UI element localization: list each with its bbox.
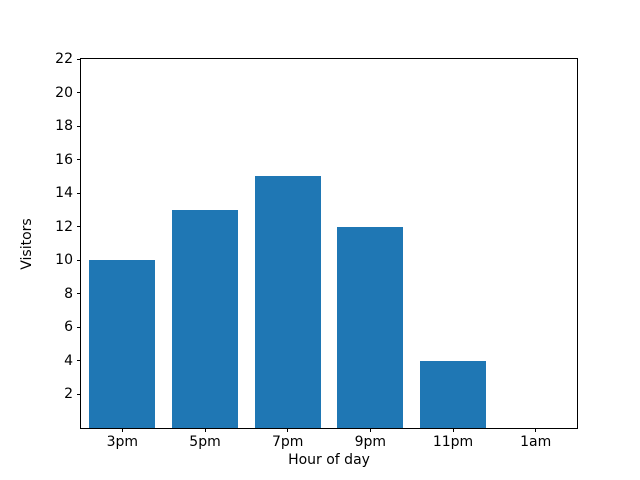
y-tick-label: 18 bbox=[55, 118, 73, 135]
y-tick-mark bbox=[77, 125, 81, 127]
x-tick-mark bbox=[452, 428, 454, 432]
y-tick-label: 20 bbox=[55, 84, 73, 101]
x-axis-label: Hour of day bbox=[288, 452, 370, 468]
x-tick-label: 9pm bbox=[354, 434, 387, 450]
bar-7pm bbox=[254, 176, 321, 428]
y-tick-mark bbox=[77, 159, 81, 161]
y-tick-mark bbox=[77, 326, 81, 328]
y-tick-mark bbox=[77, 393, 81, 395]
bar-11pm bbox=[419, 360, 487, 428]
x-tick-label: 11pm bbox=[432, 434, 474, 450]
x-tick-label: 7pm bbox=[271, 434, 304, 450]
x-tick-label: 5pm bbox=[189, 434, 221, 450]
x-tick-mark bbox=[204, 428, 206, 432]
bar-9pm bbox=[337, 226, 404, 428]
y-tick-label: 16 bbox=[55, 151, 73, 168]
y-tick-mark bbox=[77, 92, 81, 94]
y-tick-mark bbox=[77, 58, 81, 60]
bar-3pm bbox=[89, 260, 156, 428]
y-tick-label: 22 bbox=[55, 51, 73, 67]
y-tick-label: 6 bbox=[64, 319, 73, 336]
plot-area: Visitors Hour of day 2 4 6 8 10 12 14 16 18 20 22 3… bbox=[19, 52, 578, 467]
x-tick-mark bbox=[287, 428, 289, 432]
y-tick-label: 2 bbox=[64, 386, 73, 403]
y-tick-label: 8 bbox=[64, 285, 73, 302]
x-tick-mark bbox=[535, 428, 537, 432]
y-tick-label: 10 bbox=[55, 252, 73, 269]
bar-5pm bbox=[171, 209, 239, 428]
x-tick-label: 3pm bbox=[106, 434, 139, 450]
y-tick-mark bbox=[77, 360, 81, 362]
y-tick-mark bbox=[77, 226, 81, 228]
y-tick-mark bbox=[77, 259, 81, 261]
y-tick-mark bbox=[77, 293, 81, 295]
y-tick-mark bbox=[77, 192, 81, 194]
y-tick-label: 12 bbox=[55, 218, 73, 235]
x-tick-label: 1am bbox=[520, 434, 552, 450]
x-tick-mark bbox=[121, 428, 123, 432]
y-tick-label: 14 bbox=[55, 185, 73, 202]
y-tick-label: 4 bbox=[64, 352, 73, 369]
x-tick-mark bbox=[369, 428, 371, 432]
y-axis-label: Visitors bbox=[19, 217, 35, 270]
